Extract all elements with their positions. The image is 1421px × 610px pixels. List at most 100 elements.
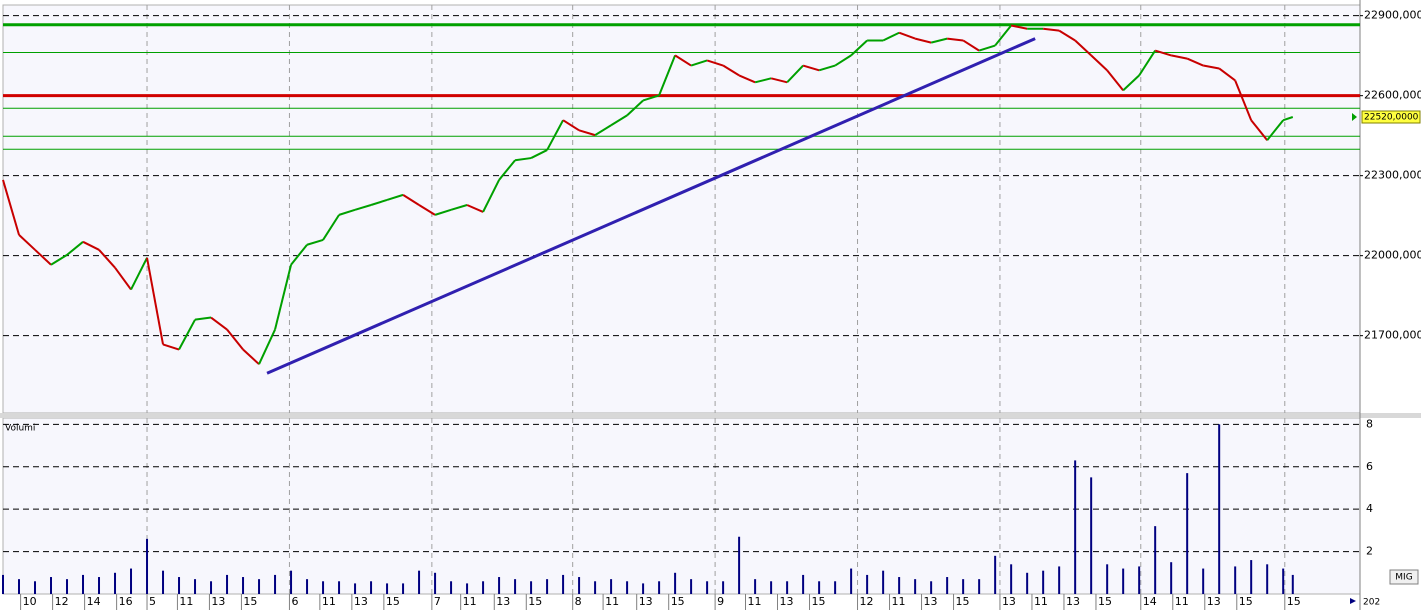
x-tick-label: 13	[639, 595, 653, 608]
price-segment	[706, 59, 724, 67]
price-segment	[1250, 119, 1268, 141]
x-tick-label: 11	[179, 595, 193, 608]
volume-bar	[194, 579, 197, 594]
volume-bar	[1042, 570, 1045, 594]
volume-bar	[370, 581, 373, 594]
volume-bar	[1154, 526, 1157, 594]
volume-bar	[50, 577, 53, 594]
price-segment	[82, 240, 100, 251]
price-segment	[34, 249, 52, 266]
y-tick-label: 2	[1366, 545, 1373, 558]
x-tick-label: 16	[119, 595, 133, 608]
price-segment	[130, 257, 148, 290]
volume-bar	[530, 581, 533, 594]
volume-bar	[1282, 568, 1285, 594]
price-segment	[1202, 64, 1220, 70]
price-segment	[802, 64, 820, 72]
price-segment	[1058, 29, 1076, 42]
x-tick-label: 13	[354, 595, 368, 608]
price-segment	[18, 234, 36, 251]
x-tick-label: 15	[1098, 595, 1112, 608]
x-day-label: 8	[575, 595, 582, 608]
price-segment	[2, 179, 20, 236]
x-tick-label: 15	[1239, 595, 1253, 608]
price-segment	[98, 249, 116, 269]
y-tick-label: 21700,000	[1364, 329, 1421, 342]
volume-bar	[1291, 574, 1294, 594]
price-segment	[754, 77, 772, 84]
price-panel	[2, 4, 1361, 414]
volume-bar	[978, 579, 981, 594]
price-segment	[1186, 57, 1204, 67]
period-label: MIG	[1395, 573, 1412, 583]
x-tick-label: 15	[386, 595, 400, 608]
price-segment	[1234, 80, 1253, 121]
volume-bar	[818, 581, 821, 594]
volume-bar	[1186, 473, 1189, 594]
x-tick-label: 11	[1175, 595, 1189, 608]
y-tick-label: 22600,000	[1364, 89, 1421, 102]
y-tick-label: 22300,000	[1364, 169, 1421, 182]
price-segment	[722, 64, 740, 77]
price-segment	[738, 74, 756, 84]
x-tick-label: 15	[812, 595, 826, 608]
volume-bar	[1234, 566, 1237, 594]
volume-bar	[1106, 564, 1109, 594]
y-tick-label: 22000,000	[1364, 249, 1421, 262]
price-segment	[962, 39, 980, 52]
volume-bar	[674, 572, 677, 594]
volume-bar	[146, 538, 149, 594]
price-segment	[242, 348, 260, 365]
price-segment	[674, 54, 692, 67]
price-segment	[947, 37, 964, 42]
price-segment	[530, 149, 548, 159]
price-segment	[978, 44, 996, 52]
price-segment	[466, 204, 484, 213]
price-segment	[418, 204, 436, 216]
volume-bar	[930, 581, 933, 594]
x-tick-label: 15	[243, 595, 257, 608]
price-segment	[594, 124, 612, 136]
volume-bar	[210, 581, 213, 594]
volume-bar	[1026, 572, 1029, 594]
volume-bar	[786, 581, 789, 594]
x-day-label: 15	[1287, 595, 1301, 608]
volume-bar	[866, 574, 869, 594]
volume-bar	[834, 581, 837, 594]
y-tick-label: 8	[1366, 417, 1373, 430]
volume-bar	[578, 577, 581, 594]
volume-bar	[626, 581, 629, 594]
volume-bar	[882, 570, 885, 594]
volume-bar	[274, 574, 277, 594]
volume-bar	[962, 579, 965, 594]
volume-bar	[946, 577, 949, 594]
price-segment	[210, 316, 228, 331]
volume-bar	[658, 581, 661, 594]
price-segment	[610, 114, 628, 127]
price-segment	[434, 208, 452, 216]
volume-bar	[850, 568, 853, 594]
x-day-label: 12	[860, 595, 874, 608]
x-tick-label: 13	[780, 595, 794, 608]
price-segment	[498, 159, 516, 181]
x-tick-label: 11	[605, 595, 619, 608]
price-segment	[514, 157, 532, 162]
price-segment	[354, 204, 372, 211]
x-tick-label: 15	[671, 595, 685, 608]
trendline	[266, 37, 1036, 375]
price-segment	[258, 329, 276, 365]
volume-bar	[386, 583, 389, 594]
volume-bar	[178, 577, 181, 594]
price-segment	[690, 59, 708, 67]
last-price-box	[1361, 110, 1421, 124]
volume-bar	[754, 579, 757, 594]
x-tick-label: 13	[1066, 595, 1080, 608]
price-segment	[146, 257, 165, 345]
price-segment	[66, 241, 84, 256]
x-tick-label: 13	[496, 595, 510, 608]
price-segment	[50, 254, 68, 266]
volume-bar	[18, 579, 21, 594]
price-segment	[546, 119, 564, 151]
price-segment	[818, 64, 836, 72]
